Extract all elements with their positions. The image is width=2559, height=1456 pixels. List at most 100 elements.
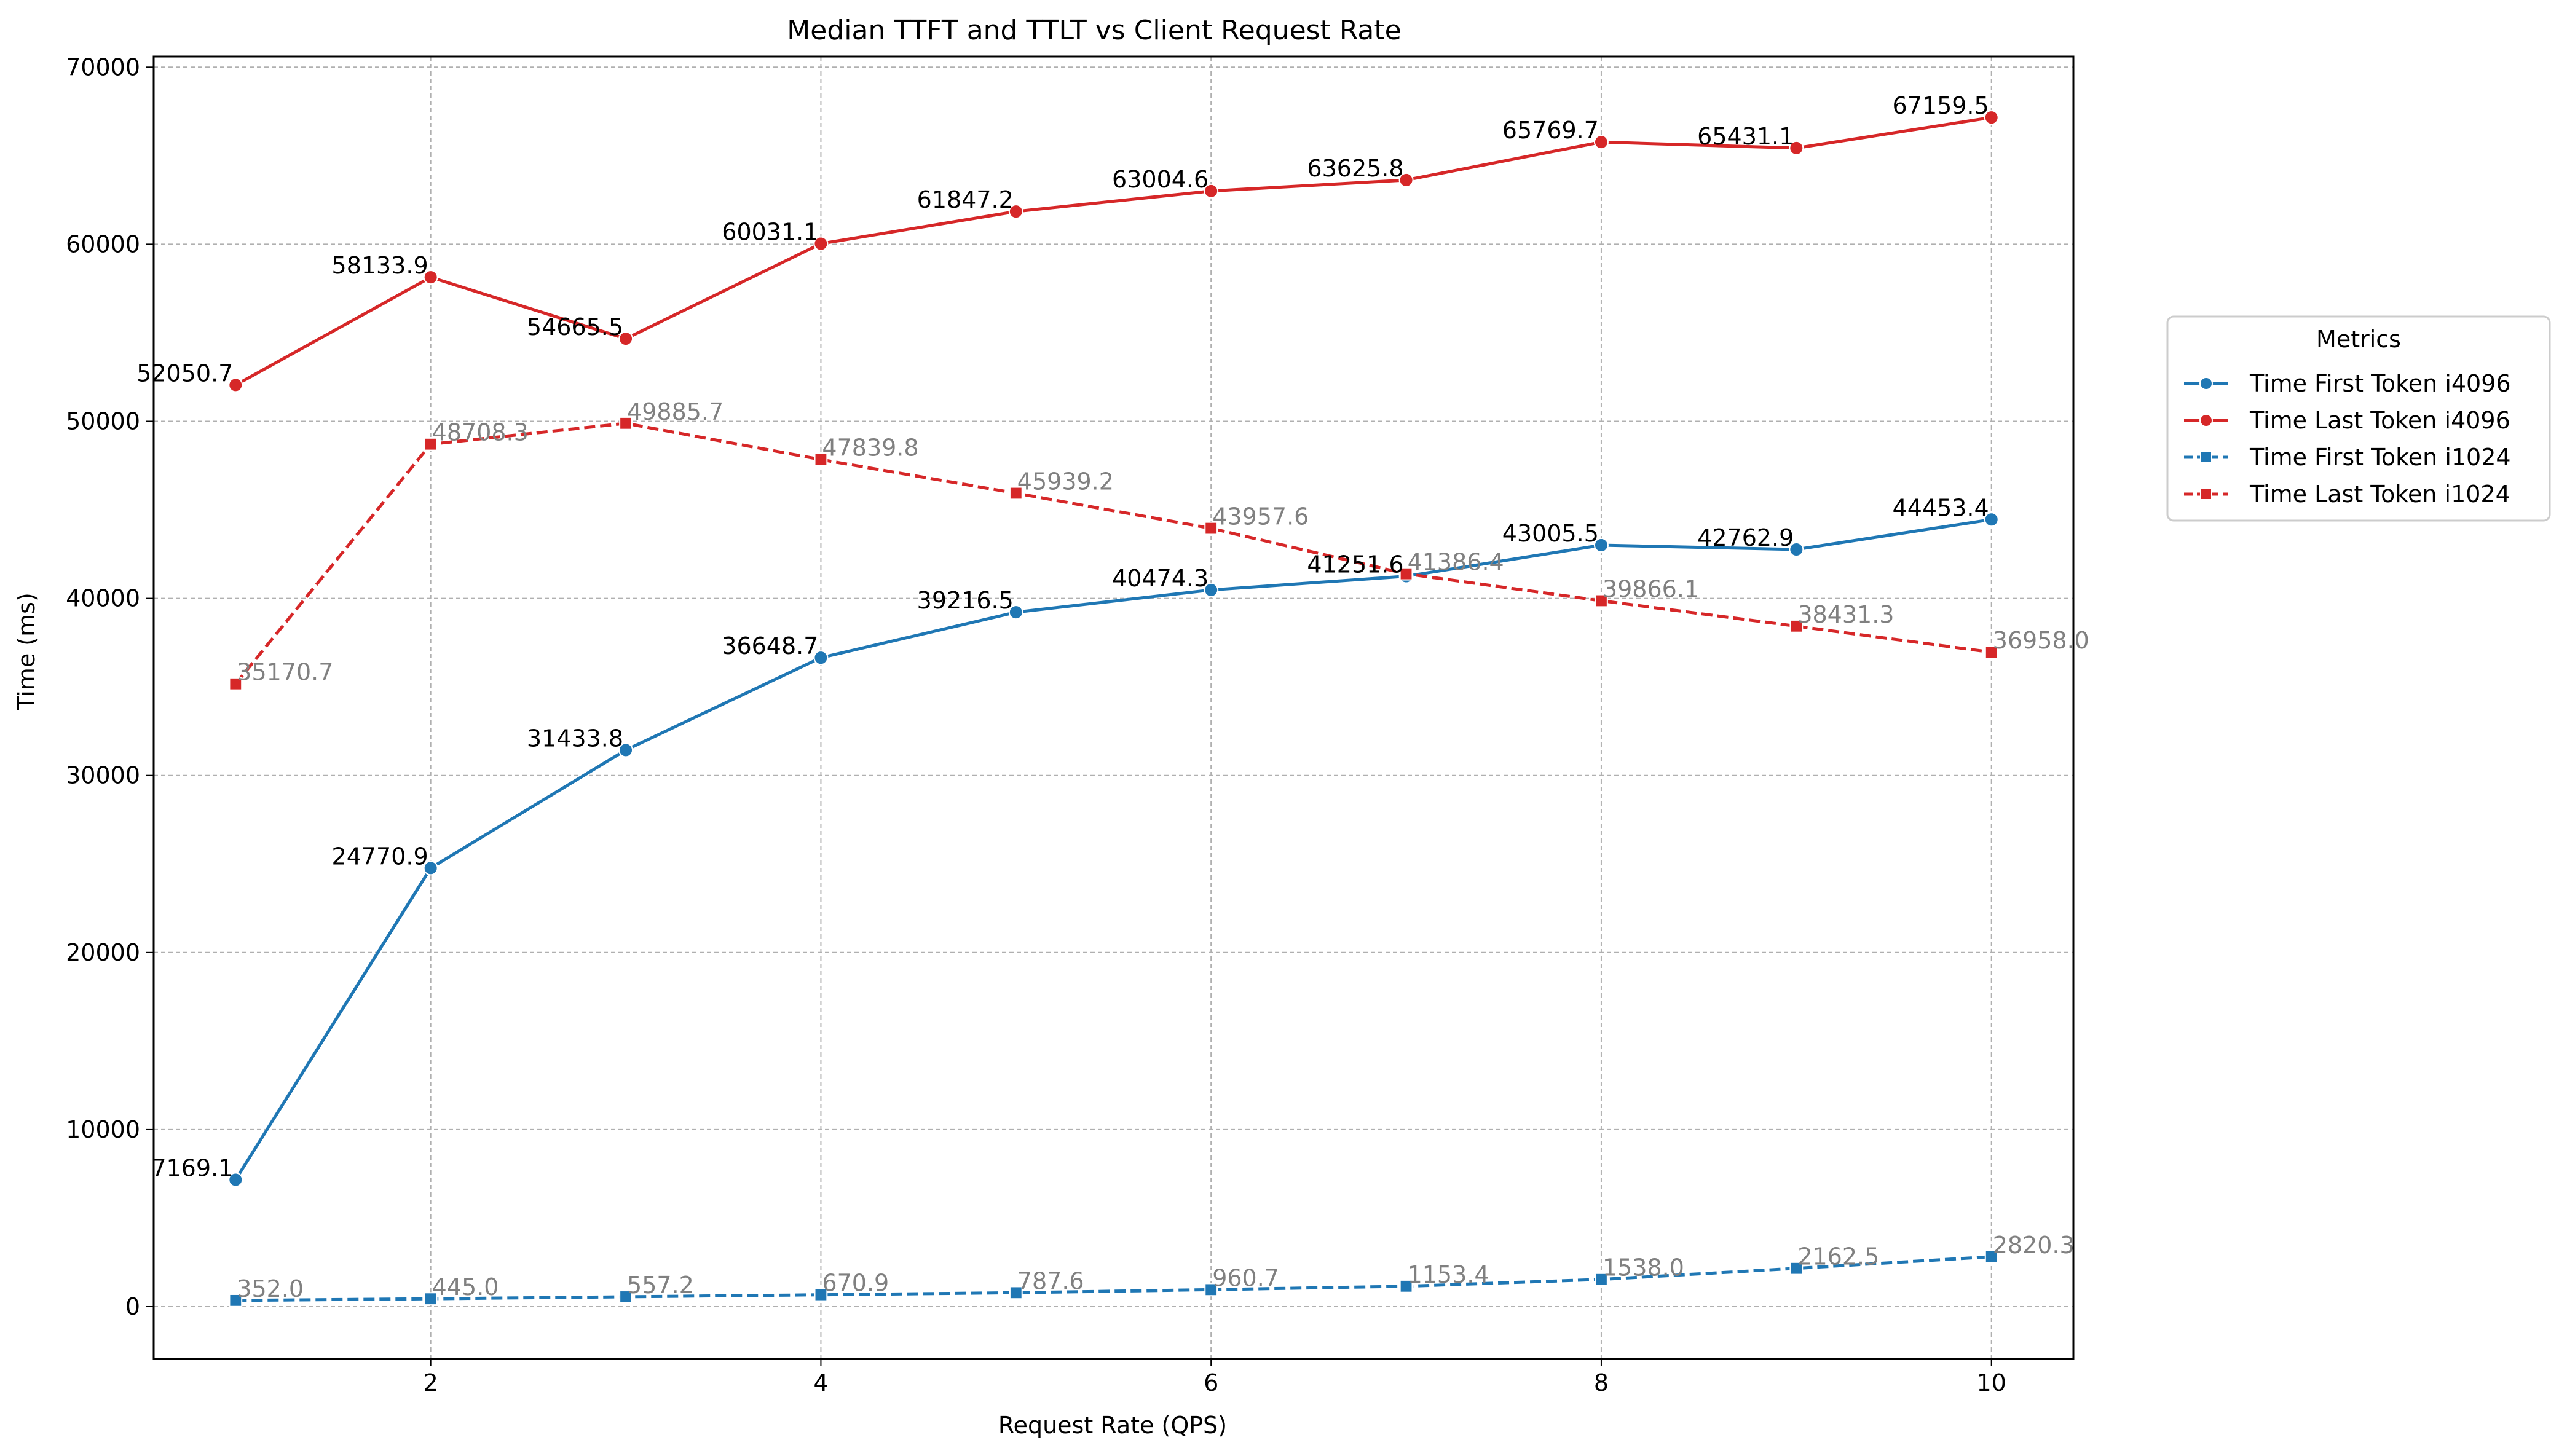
data-point xyxy=(424,437,438,451)
legend: Metrics Time First Token i4096 Time Last … xyxy=(2166,315,2551,522)
data-label: 31433.8 xyxy=(527,725,623,752)
legend-entry: Time First Token i1024 xyxy=(2184,444,2511,471)
data-label: 67159.5 xyxy=(1893,92,1989,119)
legend-marker xyxy=(2200,451,2212,463)
x-tick-label: 2 xyxy=(424,1369,438,1396)
data-point xyxy=(1984,110,1999,125)
series-line xyxy=(235,116,1992,387)
data-label: 41386.4 xyxy=(1408,549,1504,576)
data-point xyxy=(619,416,633,430)
y-tick-label: 50000 xyxy=(66,407,140,435)
data-label: 54665.5 xyxy=(527,313,623,340)
data-label: 65769.7 xyxy=(1502,117,1599,144)
data-label: 48708.3 xyxy=(432,419,529,446)
data-point xyxy=(1204,1283,1218,1297)
data-point xyxy=(423,860,438,876)
data-label: 41251.6 xyxy=(1307,551,1403,578)
series-2 xyxy=(228,110,1999,393)
y-tick-label: 70000 xyxy=(66,53,140,81)
legend-marker xyxy=(2199,414,2213,427)
data-label: 670.9 xyxy=(822,1270,889,1297)
data-point xyxy=(1595,1272,1608,1286)
data-point xyxy=(1984,645,1998,659)
series-4 xyxy=(229,416,1998,691)
legend-marker xyxy=(2200,488,2212,500)
data-point xyxy=(1399,567,1413,581)
legend-label: Time First Token i4096 xyxy=(2249,370,2511,397)
data-point xyxy=(814,1288,828,1302)
data-point xyxy=(1789,619,1804,633)
data-point xyxy=(228,1172,243,1187)
data-point xyxy=(1204,183,1219,199)
data-label: 38431.3 xyxy=(1797,601,1894,628)
data-label: 960.7 xyxy=(1212,1264,1279,1291)
data-label: 63625.8 xyxy=(1307,155,1403,182)
data-label: 63004.6 xyxy=(1112,166,1209,193)
data-label: 787.6 xyxy=(1017,1267,1084,1294)
data-label: 39866.1 xyxy=(1603,575,1699,602)
x-tick-label: 10 xyxy=(1977,1369,2006,1396)
data-label: 58133.9 xyxy=(332,252,428,279)
data-point xyxy=(1984,1249,1998,1264)
data-point xyxy=(1789,541,1804,557)
chart-title: Median TTFT and TTLT vs Client Request R… xyxy=(787,15,1401,46)
data-label: 36958.0 xyxy=(1993,627,2089,654)
data-point xyxy=(1008,204,1023,219)
data-point xyxy=(813,236,829,251)
legend-title: Metrics xyxy=(2316,326,2401,353)
data-point xyxy=(1789,1261,1804,1275)
y-tick-label: 20000 xyxy=(66,939,140,966)
data-point xyxy=(1009,1286,1023,1300)
data-label: 1538.0 xyxy=(1603,1254,1684,1281)
data-label: 60031.1 xyxy=(722,218,818,245)
data-point xyxy=(1593,538,1609,553)
data-point xyxy=(619,1290,633,1304)
data-point xyxy=(1593,135,1609,150)
series-line xyxy=(234,517,1992,1181)
data-point xyxy=(1204,521,1218,535)
data-label: 43957.6 xyxy=(1212,503,1309,530)
data-label: 52050.7 xyxy=(136,360,233,387)
data-label: 2820.3 xyxy=(1993,1232,2075,1259)
data-label: 49885.7 xyxy=(627,398,724,425)
data-label: 42762.9 xyxy=(1697,524,1794,551)
data-point xyxy=(229,1293,243,1307)
data-label: 65431.1 xyxy=(1697,123,1794,150)
data-point xyxy=(1595,594,1608,608)
series-line xyxy=(234,422,1992,685)
data-label: 1153.4 xyxy=(1408,1261,1489,1288)
data-point xyxy=(424,1292,438,1306)
data-label: 2162.5 xyxy=(1797,1243,1879,1270)
data-point xyxy=(1789,140,1804,155)
data-point xyxy=(1008,605,1023,620)
y-tick-label: 60000 xyxy=(66,230,140,258)
data-label: 35170.7 xyxy=(237,659,333,686)
data-point xyxy=(1009,486,1023,500)
legend-entry: Time Last Token i1024 xyxy=(2184,481,2510,508)
data-point xyxy=(618,742,634,758)
y-tick-label: 0 xyxy=(125,1293,140,1320)
data-label: 39216.5 xyxy=(917,587,1014,614)
data-point xyxy=(423,270,438,285)
series-3 xyxy=(229,1249,1998,1307)
y-tick-label: 10000 xyxy=(66,1116,140,1143)
legend-box xyxy=(2166,315,2551,522)
y-tick-label: 40000 xyxy=(66,585,140,612)
data-point xyxy=(1398,172,1414,187)
legend-entry: Time First Token i4096 xyxy=(2184,370,2511,397)
data-point xyxy=(814,452,828,466)
legend-label: Time First Token i1024 xyxy=(2249,444,2511,471)
data-point xyxy=(1984,512,1999,527)
legend-entry: Time Last Token i4096 xyxy=(2184,407,2510,434)
data-label: 7169.1 xyxy=(151,1154,233,1181)
data-label: 352.0 xyxy=(237,1275,304,1302)
legend-label: Time Last Token i4096 xyxy=(2249,407,2510,434)
data-point xyxy=(1204,582,1219,597)
data-label: 445.0 xyxy=(432,1273,499,1301)
data-label: 47839.8 xyxy=(822,435,918,462)
data-label: 24770.9 xyxy=(332,843,428,870)
data-label: 36648.7 xyxy=(722,632,818,659)
data-label: 45939.2 xyxy=(1017,468,1114,495)
x-tick-label: 4 xyxy=(813,1369,828,1396)
